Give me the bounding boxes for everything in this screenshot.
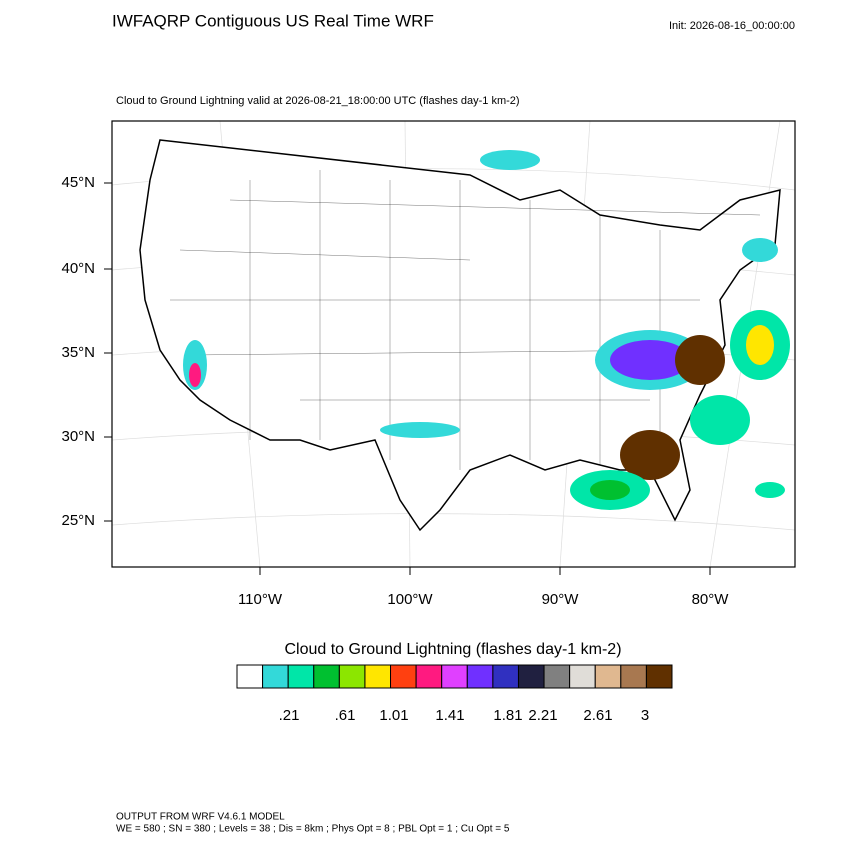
colorbar-swatch: [390, 664, 417, 689]
footer-line: WE = 580 ; SN = 380 ; Levels = 38 ; Dis …: [116, 824, 510, 835]
colorbar-label: 1.41: [435, 707, 464, 724]
colorbar-swatch: [645, 664, 673, 689]
colorbar-title: Cloud to Ground Lightning (flashes day-1…: [284, 641, 621, 658]
lon-label: 80°W: [692, 591, 730, 608]
colorbar-swatch: [441, 664, 468, 689]
colorbar-swatch: [569, 664, 596, 689]
colorbar-swatch: [466, 664, 494, 689]
colorbar-swatch: [543, 664, 571, 689]
colorbar-swatch: [415, 664, 443, 689]
colorbar-swatch: [313, 664, 340, 689]
colorbar-swatch: [262, 664, 289, 689]
colorbar-swatch: [287, 664, 315, 689]
colorbar-label: 1.81: [493, 707, 522, 724]
colorbar-swatch: [364, 664, 392, 689]
lon-label: 100°W: [387, 591, 433, 608]
colorbar-swatch: [517, 664, 545, 689]
lat-label: 45°N: [61, 174, 95, 191]
title: IWFAQRP Contiguous US Real Time WRF: [112, 11, 434, 30]
lon-label: 90°W: [542, 591, 580, 608]
lon-label: 110°W: [238, 591, 283, 608]
colorbar-label: 1.01: [379, 707, 408, 724]
footer-line: OUTPUT FROM WRF V4.6.1 MODEL: [116, 812, 285, 823]
colorbar-label: 2.61: [583, 707, 612, 724]
colorbar-swatch: [492, 664, 519, 689]
colorbar-label: 3: [641, 707, 649, 724]
colorbar-label: 2.21: [528, 707, 557, 724]
map-subtitle: Cloud to Ground Lightning valid at 2026-…: [116, 95, 520, 107]
colorbar-swatch: [594, 664, 622, 689]
colorbar-label: .21: [279, 707, 300, 724]
lat-label: 25°N: [61, 512, 95, 529]
lat-label: 35°N: [61, 344, 95, 361]
lat-label: 40°N: [61, 260, 95, 277]
colorbar-label: .61: [335, 707, 356, 724]
init-time: Init: 2026-08-16_00:00:00: [669, 20, 795, 32]
colorbar-swatch: [620, 664, 647, 689]
colorbar-swatch: [338, 664, 366, 689]
colorbar-swatch: [236, 664, 264, 689]
lightning-field: [183, 150, 790, 510]
map-area: [111, 120, 796, 568]
lat-label: 30°N: [61, 428, 95, 445]
